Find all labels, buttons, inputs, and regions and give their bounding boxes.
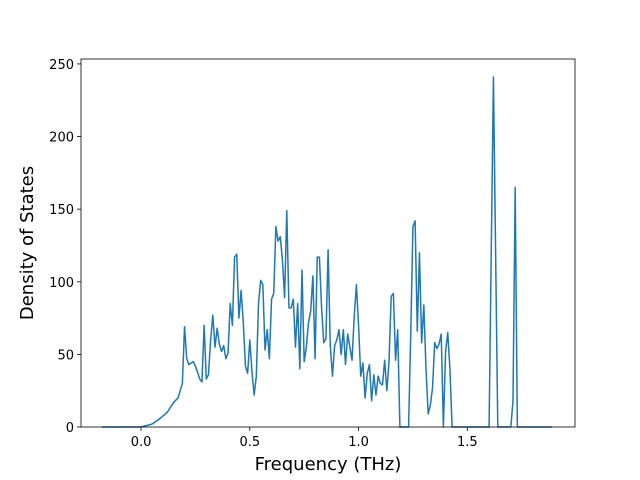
x-axis-label: Frequency (THz)	[255, 454, 402, 475]
x-tick-label: 0.5	[239, 435, 260, 450]
x-tick-label: 1.5	[457, 435, 478, 450]
y-tick-label: 50	[57, 348, 74, 363]
x-tick-label: 0.0	[131, 435, 152, 450]
y-tick-label: 150	[49, 203, 74, 218]
y-tick-label: 200	[49, 131, 74, 146]
y-tick-label: 250	[49, 58, 74, 73]
y-tick-label: 0	[66, 421, 74, 436]
line	[101, 76, 553, 428]
y-axis-label: Density of States	[17, 166, 38, 320]
plot-frame	[80, 58, 576, 428]
x-tick-label: 1.0	[348, 435, 369, 450]
y-tick-label: 100	[49, 276, 74, 291]
